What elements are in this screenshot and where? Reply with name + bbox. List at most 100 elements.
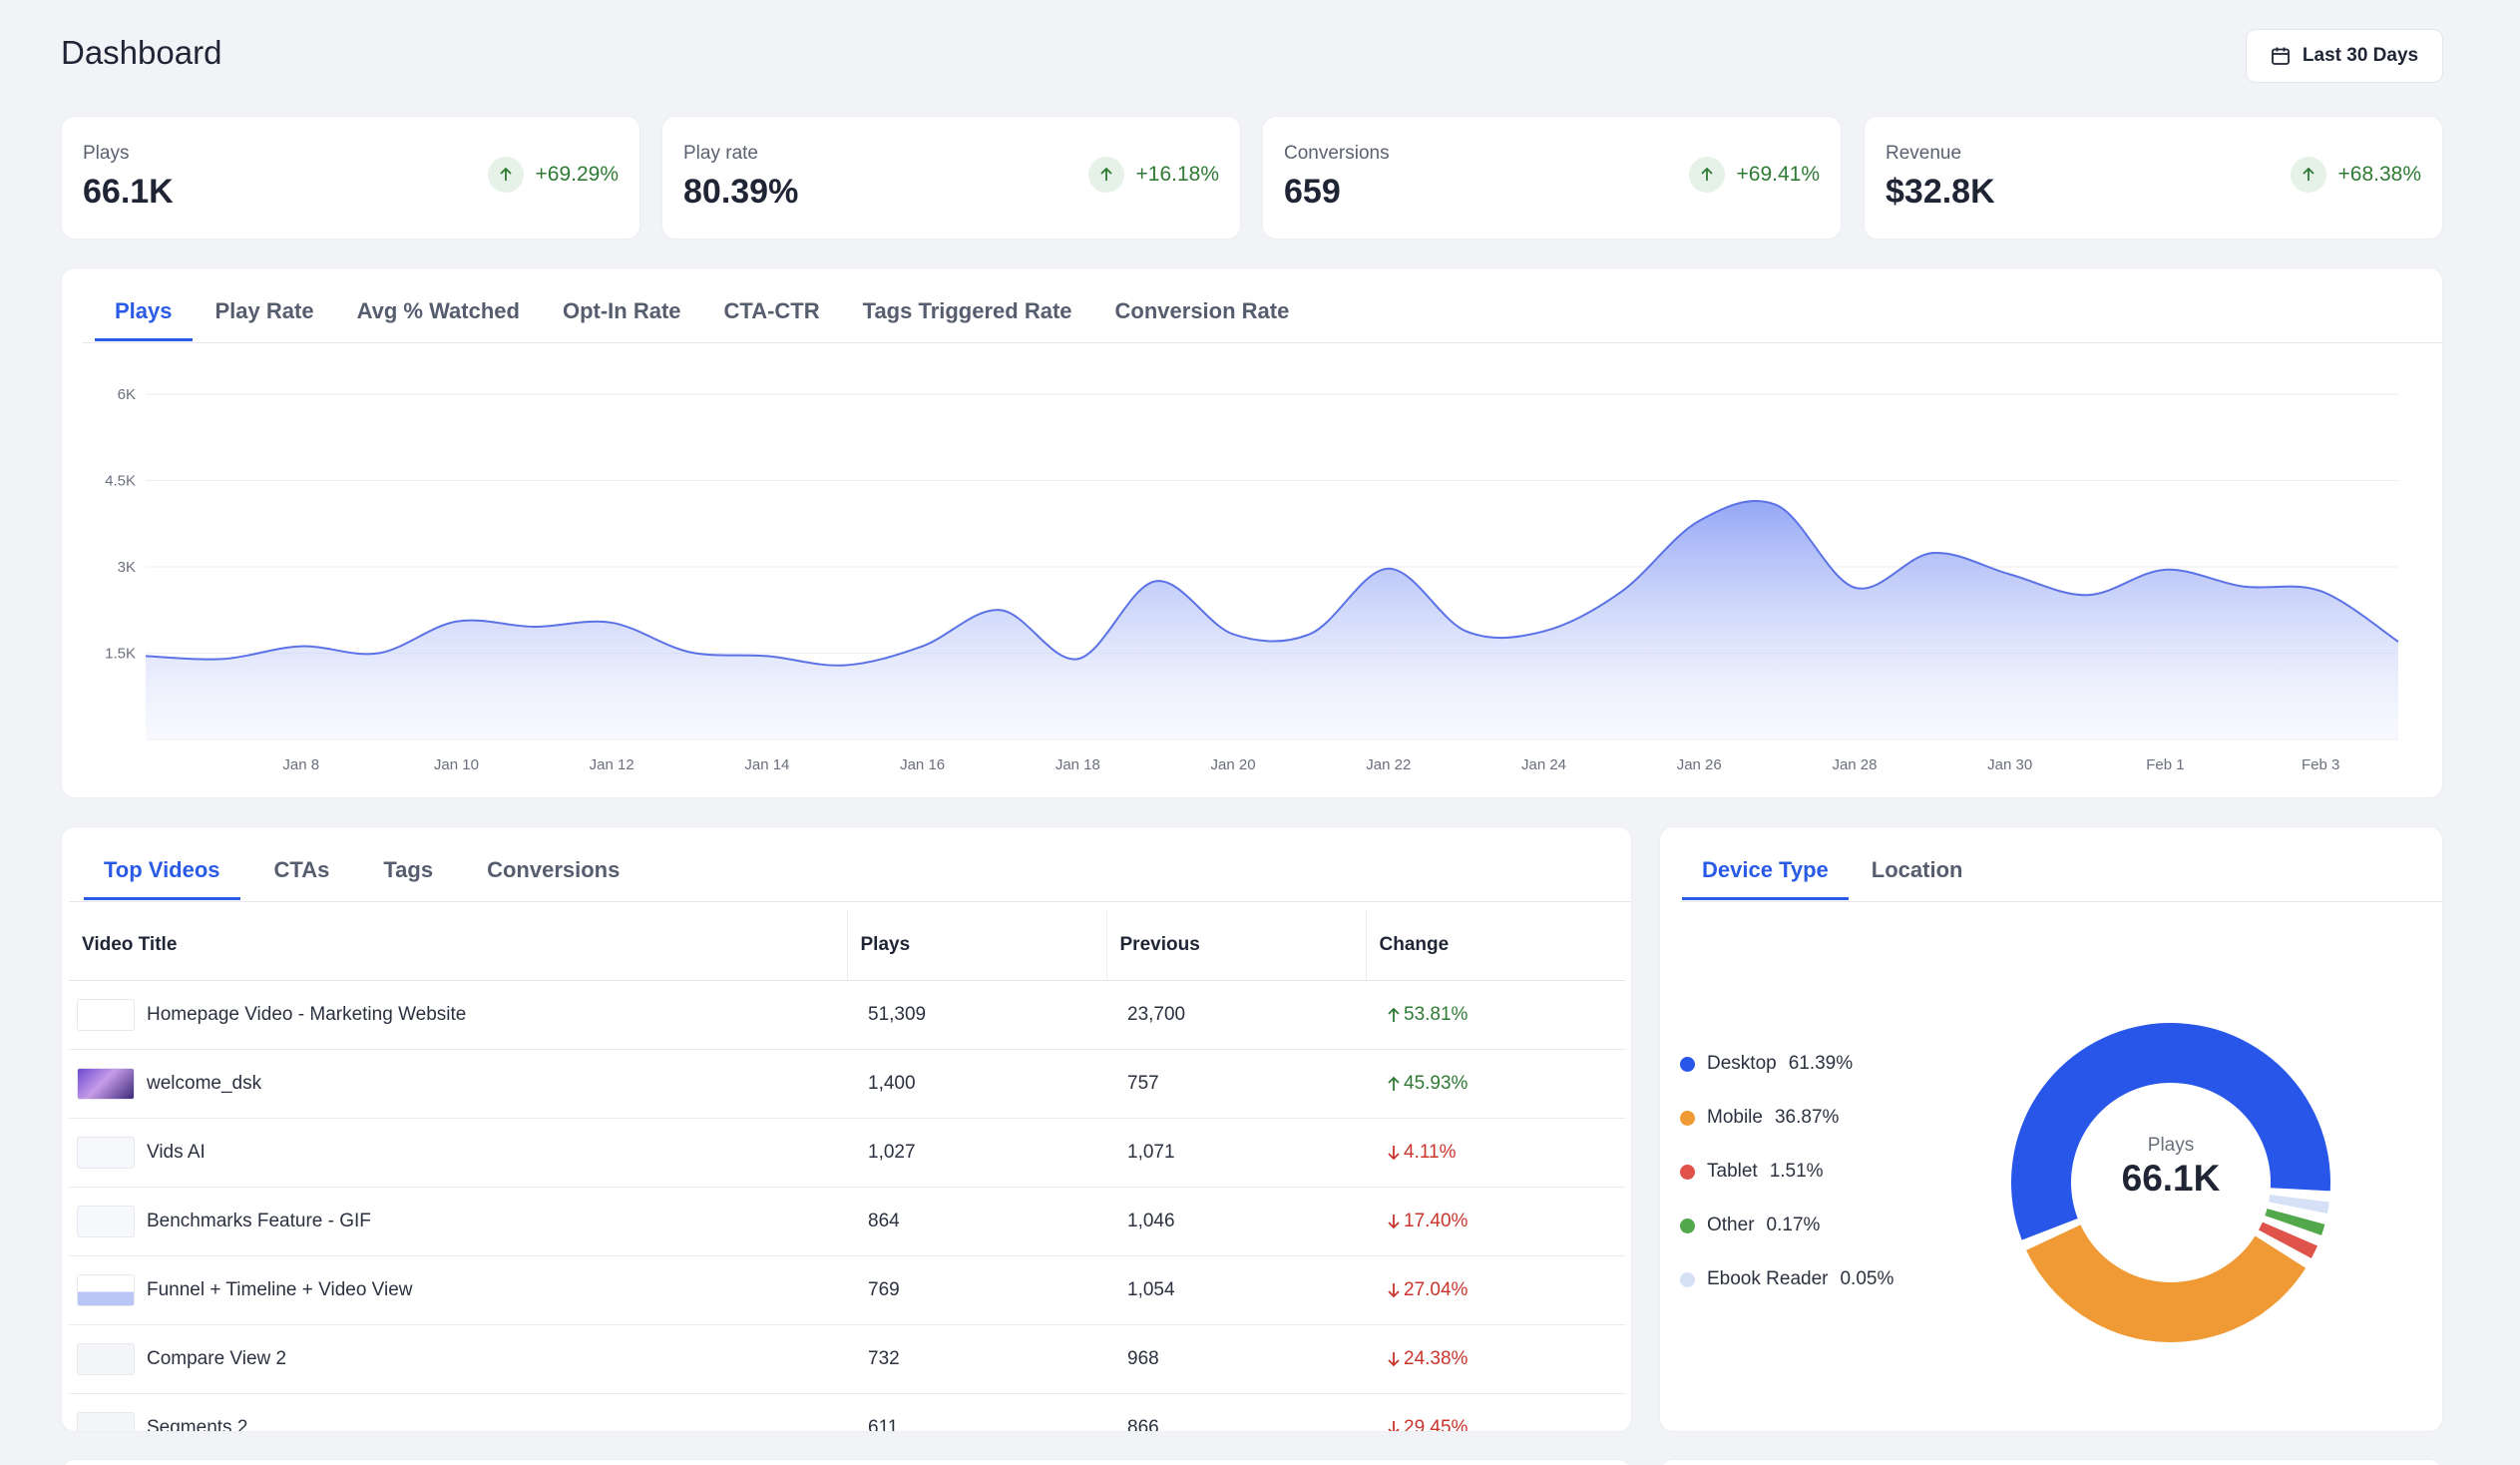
data-point-jan-8[interactable] (295, 641, 307, 653)
video-title[interactable]: Compare View 2 (147, 1347, 287, 1369)
data-point-jan-12[interactable] (606, 617, 618, 629)
column-header-video-title[interactable]: Video Title (69, 910, 848, 981)
data-point-jan-31[interactable] (2082, 589, 2094, 601)
data-point-feb-3[interactable] (2314, 585, 2326, 597)
video-title[interactable]: Homepage Video - Marketing Website (147, 1003, 467, 1025)
tab-conversion-rate[interactable]: Conversion Rate (1114, 298, 1290, 323)
donut-slice-tablet[interactable] (2259, 1221, 2317, 1258)
date-range-button[interactable]: Last 30 Days (2246, 29, 2443, 83)
table-row[interactable]: Segments 2 611 866 29.45% (69, 1393, 1625, 1432)
video-thumbnail (77, 1411, 135, 1431)
metric-tabs: Plays Play Rate Avg % Watched Opt-In Rat… (95, 298, 1290, 341)
data-point-jan-26[interactable] (1693, 515, 1705, 527)
data-point-jan-23[interactable] (1461, 626, 1472, 638)
tab-device-type[interactable]: Device Type (1682, 857, 1849, 900)
x-tick-label: Jan 12 (590, 756, 634, 773)
video-title-cell[interactable]: welcome_dsk (69, 1049, 847, 1119)
data-point-jan-9[interactable] (373, 648, 385, 660)
data-point-jan-11[interactable] (528, 621, 540, 633)
tab-tags-triggered-rate[interactable]: Tags Triggered Rate (862, 298, 1072, 323)
tab-plays[interactable]: Plays (95, 298, 192, 341)
video-title[interactable]: welcome_dsk (147, 1072, 262, 1094)
legend-value: 0.05% (1840, 1268, 1894, 1289)
video-title-cell[interactable]: Homepage Video - Marketing Website (69, 980, 847, 1050)
table-row[interactable]: Funnel + Timeline + Video View 769 1,054 27… (69, 1255, 1625, 1325)
tab-conversions[interactable]: Conversions (487, 857, 621, 882)
data-point-feb-2[interactable] (2237, 581, 2249, 593)
kpi-change: +69.41% (1688, 157, 1820, 193)
legend-item-mobile[interactable]: Mobile 36.87% (1680, 1107, 1839, 1129)
donut-slice-other[interactable] (2265, 1209, 2325, 1235)
change-value: 45.93% (1404, 1072, 1469, 1094)
data-point-jan-10[interactable] (450, 616, 462, 628)
tab-tags[interactable]: Tags (383, 857, 434, 882)
tab-opt-in-rate[interactable]: Opt-In Rate (562, 298, 681, 323)
data-point-jan-24[interactable] (1538, 626, 1550, 638)
column-header-change[interactable]: Change (1366, 910, 1625, 981)
video-title-cell[interactable]: Segments 2 (69, 1393, 847, 1432)
column-header-plays[interactable]: Plays (847, 910, 1107, 981)
tab-avg-watched[interactable]: Avg % Watched (356, 298, 520, 323)
kpi-card-conversions: Conversions 659 +69.41% (1262, 116, 1842, 240)
legend-value: 1.51% (1769, 1161, 1824, 1182)
video-title-cell[interactable]: Funnel + Timeline + Video View (69, 1255, 847, 1325)
tab-location[interactable]: Location (1871, 857, 1963, 882)
previous-cell: 968 (1106, 1324, 1366, 1394)
donut-slice-desktop[interactable] (2011, 1023, 2330, 1240)
data-point-jan-20[interactable] (1227, 628, 1239, 640)
data-point-jan-21[interactable] (1305, 628, 1317, 640)
tab-ctas[interactable]: CTAs (273, 857, 330, 882)
data-point-jan-22[interactable] (1383, 563, 1395, 575)
plays-cell: 1,027 (847, 1118, 1106, 1188)
data-point-jan-15[interactable] (839, 660, 851, 672)
data-point-feb-1[interactable] (2159, 564, 2171, 576)
legend-item-desktop[interactable]: Desktop 61.39% (1680, 1053, 1853, 1075)
tab-play-rate[interactable]: Play Rate (214, 298, 314, 323)
table-row[interactable]: Homepage Video - Marketing Website 51,309… (69, 980, 1625, 1050)
date-range-label: Last 30 Days (2302, 45, 2419, 66)
data-point-jan-30[interactable] (2004, 568, 2016, 580)
x-tick-label: Jan 24 (1521, 756, 1566, 773)
data-point-jan-14[interactable] (761, 650, 773, 662)
data-point-jan-6[interactable] (140, 650, 152, 662)
data-point-jan-13[interactable] (683, 646, 695, 658)
tab-cta-ctr[interactable]: CTA-CTR (723, 298, 820, 323)
table-row[interactable]: Vids AI 1,027 1,071 4.11% (69, 1118, 1625, 1188)
tab-divider (69, 901, 1631, 902)
y-tick-label: 4.5K (105, 473, 136, 490)
donut-slice-ebook-reader[interactable] (2269, 1195, 2329, 1214)
arrow-down-icon (1388, 1420, 1400, 1431)
video-title-cell[interactable]: Compare View 2 (69, 1324, 847, 1394)
data-point-jan-29[interactable] (1926, 547, 1938, 559)
data-point-jan-17[interactable] (994, 604, 1006, 616)
table-row[interactable]: Benchmarks Feature - GIF 864 1,046 17.40% (69, 1187, 1625, 1256)
data-point-jan-25[interactable] (1615, 586, 1627, 598)
video-title-cell[interactable]: Vids AI (69, 1118, 847, 1188)
kpi-label: Plays (83, 143, 130, 164)
video-title[interactable]: Vids AI (147, 1141, 206, 1163)
data-point-feb-4[interactable] (2392, 636, 2404, 648)
table-row[interactable]: welcome_dsk 1,400 757 45.93% (69, 1049, 1625, 1119)
column-header-previous[interactable]: Previous (1106, 910, 1367, 981)
video-title[interactable]: Benchmarks Feature - GIF (147, 1210, 371, 1231)
legend-item-tablet[interactable]: Tablet 1.51% (1680, 1161, 1824, 1183)
video-title[interactable]: Segments 2 (147, 1416, 248, 1432)
donut-slice-mobile[interactable] (2026, 1224, 2307, 1342)
data-point-jan-16[interactable] (917, 641, 929, 653)
kpi-value: 659 (1284, 173, 1341, 211)
data-point-jan-18[interactable] (1071, 653, 1083, 665)
table-row[interactable]: Compare View 2 732 968 24.38% (69, 1324, 1625, 1394)
legend-item-ebook-reader[interactable]: Ebook Reader 0.05% (1680, 1268, 1893, 1290)
video-title[interactable]: Funnel + Timeline + Video View (147, 1278, 413, 1300)
calendar-icon (2272, 47, 2290, 65)
video-title-cell[interactable]: Benchmarks Feature - GIF (69, 1187, 847, 1256)
top-videos-card: Top Videos CTAs Tags Conversions Video T… (61, 826, 1632, 1432)
legend-item-other[interactable]: Other 0.17% (1680, 1215, 1820, 1236)
plays-cell: 864 (847, 1187, 1106, 1256)
tab-top-videos[interactable]: Top Videos (84, 857, 239, 900)
data-point-jan-19[interactable] (1149, 575, 1161, 587)
data-point-jan-28[interactable] (1849, 582, 1861, 594)
device-donut-chart: Plays 66.1K (2011, 1023, 2330, 1342)
data-point-jan-7[interactable] (217, 653, 229, 665)
data-point-jan-27[interactable] (1771, 499, 1783, 511)
